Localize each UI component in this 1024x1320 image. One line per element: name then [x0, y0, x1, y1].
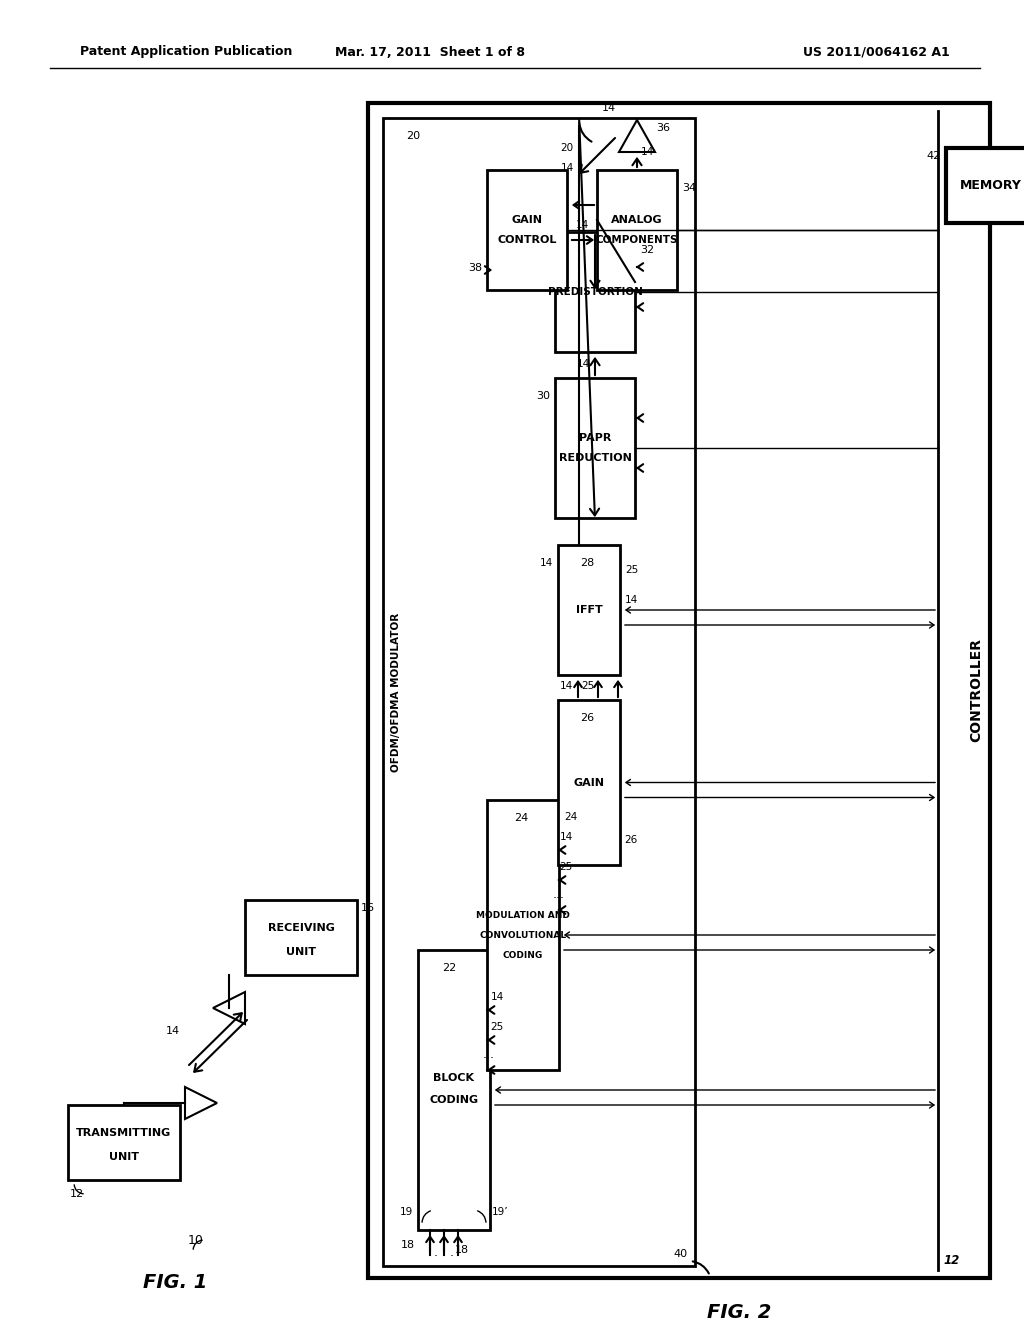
Bar: [418, 950, 490, 1230]
Text: 19: 19: [399, 1206, 413, 1217]
Text: MODULATION AND: MODULATION AND: [476, 911, 570, 920]
Text: 38: 38: [468, 263, 482, 273]
Bar: [368, 103, 990, 1278]
Text: BLOCK: BLOCK: [433, 1073, 474, 1082]
Bar: [558, 700, 620, 865]
Text: 19’: 19’: [492, 1206, 509, 1217]
Text: 34: 34: [682, 183, 696, 193]
Text: PREDISTORTION: PREDISTORTION: [548, 286, 642, 297]
Text: 22: 22: [442, 964, 456, 973]
Bar: [487, 170, 567, 290]
Text: . . .: . . .: [434, 1246, 454, 1259]
Text: UNIT: UNIT: [286, 946, 316, 957]
Text: COMPONENTS: COMPONENTS: [596, 235, 678, 246]
Text: 14: 14: [166, 1026, 180, 1035]
Text: 14: 14: [490, 993, 504, 1002]
Text: 12: 12: [70, 1189, 84, 1199]
Text: TRANSMITTING: TRANSMITTING: [77, 1129, 172, 1138]
Text: 26: 26: [580, 713, 594, 723]
Text: CODING: CODING: [503, 950, 543, 960]
Text: Patent Application Publication: Patent Application Publication: [80, 45, 293, 58]
Text: 24: 24: [564, 812, 578, 822]
Text: 25: 25: [582, 681, 595, 690]
Text: 20: 20: [406, 131, 420, 141]
Text: 42: 42: [927, 150, 941, 161]
Text: 14: 14: [625, 595, 638, 605]
Bar: [555, 232, 635, 352]
Text: UNIT: UNIT: [109, 1152, 139, 1162]
Text: 24: 24: [514, 813, 528, 822]
Text: 18: 18: [400, 1239, 415, 1250]
Text: 30: 30: [536, 391, 550, 401]
Bar: [558, 545, 620, 675]
Bar: [597, 170, 677, 290]
Text: OFDM/OFDMA MODULATOR: OFDM/OFDMA MODULATOR: [391, 612, 401, 772]
Text: 14: 14: [602, 103, 616, 114]
Text: 12: 12: [944, 1254, 961, 1266]
Text: 14: 14: [559, 681, 572, 690]
Text: 32: 32: [640, 246, 654, 255]
Bar: [245, 900, 357, 975]
Text: PAPR: PAPR: [579, 433, 611, 444]
Text: FIG. 2: FIG. 2: [707, 1304, 771, 1320]
Bar: [946, 148, 1024, 223]
Text: 16: 16: [361, 903, 375, 913]
Text: ...: ...: [482, 1048, 495, 1061]
Bar: [68, 1105, 180, 1180]
Text: ...: ...: [553, 888, 564, 902]
Text: 14: 14: [640, 147, 653, 157]
Text: REDUCTION: REDUCTION: [558, 453, 632, 463]
Text: 26: 26: [624, 836, 637, 845]
Text: 36: 36: [656, 123, 670, 133]
Bar: [487, 800, 559, 1071]
Text: RECEIVING: RECEIVING: [267, 923, 335, 933]
Text: 14: 14: [540, 558, 553, 568]
Text: 25: 25: [559, 862, 572, 873]
Text: CONVOLUTIONAL: CONVOLUTIONAL: [479, 931, 566, 940]
Text: ANALOG: ANALOG: [611, 215, 663, 224]
Text: 14: 14: [577, 359, 590, 370]
Text: Mar. 17, 2011  Sheet 1 of 8: Mar. 17, 2011 Sheet 1 of 8: [335, 45, 525, 58]
Text: CONTROLLER: CONTROLLER: [969, 639, 983, 742]
Bar: [383, 117, 695, 1266]
Bar: [555, 378, 635, 517]
Text: GAIN: GAIN: [512, 215, 543, 224]
Text: 18: 18: [455, 1245, 469, 1255]
Text: FIG. 1: FIG. 1: [142, 1272, 207, 1291]
Text: 14: 14: [559, 832, 572, 842]
Text: 14: 14: [575, 220, 589, 230]
Text: IFFT: IFFT: [575, 605, 602, 615]
Text: 40: 40: [673, 1249, 687, 1259]
Text: CODING: CODING: [429, 1096, 478, 1105]
Text: GAIN: GAIN: [573, 777, 604, 788]
Text: CONTROL: CONTROL: [498, 235, 557, 246]
Text: 10: 10: [188, 1233, 204, 1246]
Text: 25: 25: [625, 565, 638, 576]
Text: MEMORY: MEMORY: [961, 180, 1022, 191]
Text: 25: 25: [490, 1022, 504, 1032]
Text: 28: 28: [580, 558, 594, 568]
Text: US 2011/0064162 A1: US 2011/0064162 A1: [803, 45, 950, 58]
Text: 14: 14: [560, 162, 573, 173]
Text: 20: 20: [560, 143, 573, 153]
